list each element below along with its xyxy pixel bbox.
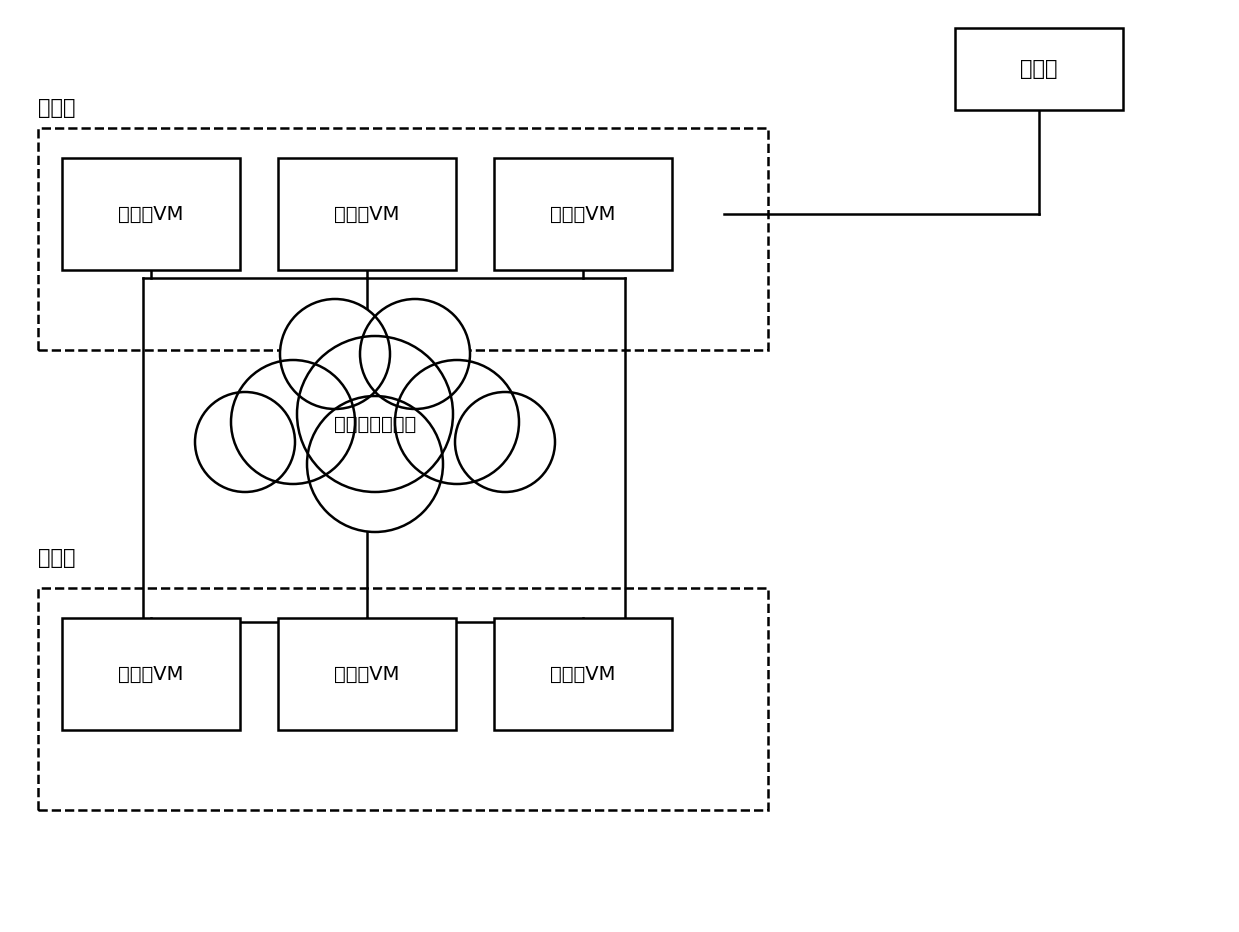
Bar xyxy=(62,158,240,270)
Circle shape xyxy=(361,299,470,409)
Text: 转发面VM: 转发面VM xyxy=(118,665,183,683)
Bar xyxy=(38,588,768,810)
Bar xyxy=(494,158,672,270)
Circle shape xyxy=(395,360,519,484)
Circle shape xyxy=(230,360,356,484)
Text: 控制面VM: 控制面VM xyxy=(550,204,616,224)
Bar xyxy=(955,28,1123,110)
Circle shape xyxy=(455,392,555,492)
Bar xyxy=(494,618,672,730)
Bar xyxy=(62,618,240,730)
Circle shape xyxy=(297,336,453,492)
Circle shape xyxy=(280,299,390,409)
Text: 转发面: 转发面 xyxy=(38,548,76,568)
Bar xyxy=(278,158,456,270)
Text: 虚拟业务控制网: 虚拟业务控制网 xyxy=(333,415,416,433)
Text: 控制面VM: 控制面VM xyxy=(335,204,400,224)
Text: 转发面VM: 转发面VM xyxy=(550,665,616,683)
Bar xyxy=(278,618,456,730)
Text: 控制面: 控制面 xyxy=(38,98,76,118)
Circle shape xyxy=(307,396,444,532)
Text: 控制面VM: 控制面VM xyxy=(118,204,183,224)
Text: 转发面VM: 转发面VM xyxy=(335,665,400,683)
Bar xyxy=(38,128,768,350)
Text: 控制器: 控制器 xyxy=(1020,59,1058,79)
Circle shape xyxy=(195,392,295,492)
